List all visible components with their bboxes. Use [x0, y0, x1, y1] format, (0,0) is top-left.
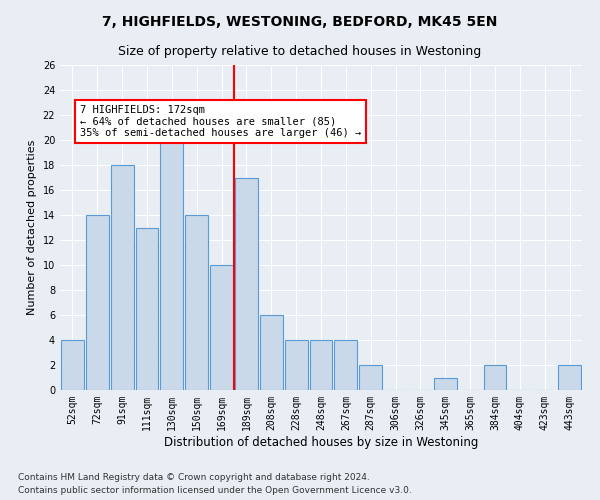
Text: Size of property relative to detached houses in Westoning: Size of property relative to detached ho… [118, 45, 482, 58]
Bar [185, 215, 208, 390]
Text: 7, HIGHFIELDS, WESTONING, BEDFORD, MK45 5EN: 7, HIGHFIELDS, WESTONING, BEDFORD, MK45 … [103, 15, 497, 29]
Text: Contains HM Land Registry data © Crown copyright and database right 2024.: Contains HM Land Registry data © Crown c… [18, 474, 370, 482]
Bar [334, 340, 357, 390]
Bar [136, 228, 158, 390]
Y-axis label: Number of detached properties: Number of detached properties [27, 140, 37, 315]
Bar [210, 265, 233, 390]
Bar [260, 315, 283, 390]
Bar [285, 340, 308, 390]
Bar [558, 365, 581, 390]
Bar [359, 365, 382, 390]
Bar [310, 340, 332, 390]
Bar [434, 378, 457, 390]
Bar [111, 165, 134, 390]
Bar [61, 340, 84, 390]
Bar [86, 215, 109, 390]
X-axis label: Distribution of detached houses by size in Westoning: Distribution of detached houses by size … [164, 436, 478, 448]
Text: 7 HIGHFIELDS: 172sqm
← 64% of detached houses are smaller (85)
35% of semi-detac: 7 HIGHFIELDS: 172sqm ← 64% of detached h… [80, 105, 361, 138]
Bar [484, 365, 506, 390]
Text: Contains public sector information licensed under the Open Government Licence v3: Contains public sector information licen… [18, 486, 412, 495]
Bar [235, 178, 258, 390]
Bar [160, 128, 183, 390]
